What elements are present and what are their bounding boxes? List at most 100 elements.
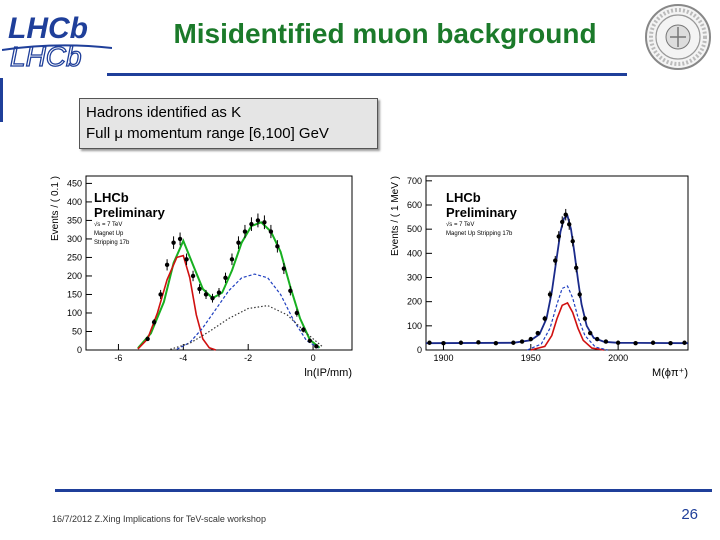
y-tick-label: 0 <box>77 345 82 355</box>
y-tick-label: 300 <box>407 273 422 283</box>
y-tick-label: 350 <box>67 215 82 225</box>
data-point <box>567 222 572 227</box>
data-point <box>553 258 558 263</box>
y-tick-label: 100 <box>67 308 82 318</box>
data-point <box>177 236 183 242</box>
y-tick-label: 200 <box>67 271 82 281</box>
x-tick-label: -4 <box>179 353 187 363</box>
slide-title: Misidentified muon background <box>173 18 597 49</box>
x-axis-label: ln(IP/mm) <box>304 367 352 379</box>
data-point <box>582 316 588 321</box>
data-point <box>164 262 170 268</box>
data-point <box>223 275 228 281</box>
data-point <box>603 339 609 344</box>
data-point <box>184 257 189 262</box>
plot-label-detail: Stripping 17b <box>94 240 130 246</box>
left-accent-bar <box>0 78 3 122</box>
data-point <box>249 221 254 227</box>
y-tick-label: 50 <box>72 326 82 336</box>
caption-line-2: Full μ momentum range [6,100] GeV <box>86 125 329 142</box>
fit-curve-dashed-blue <box>527 285 608 351</box>
y-tick-label: 300 <box>67 234 82 244</box>
y-axis-label: Events / ( 0.1 ) <box>50 176 61 241</box>
data-point <box>574 265 579 271</box>
data-point <box>158 292 163 297</box>
x-tick-label: 2000 <box>608 353 628 363</box>
data-point <box>262 220 267 225</box>
data-point <box>301 327 306 332</box>
mass-distribution-plot: 0 100 200 300 400 500 600 700 1900 1950 2000 Events… <box>390 175 689 379</box>
data-point <box>151 320 157 325</box>
data-point <box>594 336 600 342</box>
caption-box: Hadrons identified as K Full μ momentum … <box>79 98 378 149</box>
x-tick-label: 1900 <box>433 353 453 363</box>
data-point <box>587 330 593 336</box>
caption-line-1: Hadrons identified as K <box>86 104 242 121</box>
data-point <box>476 340 481 345</box>
data-point <box>314 344 319 349</box>
data-point <box>519 339 525 344</box>
data-point <box>268 229 274 234</box>
data-point <box>615 340 621 345</box>
y-tick-label: 450 <box>67 178 82 188</box>
data-point <box>650 340 656 345</box>
x-axis-label: M(ϕπ⁺) <box>652 367 688 379</box>
y-tick-label: 200 <box>407 297 422 307</box>
data-point <box>171 240 176 245</box>
plot-label-experiment: LHCb <box>446 190 481 205</box>
data-point <box>682 340 687 345</box>
data-point <box>190 273 196 279</box>
plot-label-detail: √s = 7 TeV <box>94 221 122 228</box>
plot-label-detail: Magnet Up Stripping 17b <box>446 231 513 237</box>
data-point <box>229 257 235 262</box>
plot-label-detail: Magnet Up <box>94 231 124 237</box>
data-point <box>255 218 261 223</box>
page-number: 26 <box>681 506 698 523</box>
y-tick-label: 700 <box>407 176 422 186</box>
plot-label-preliminary: Preliminary <box>446 205 518 220</box>
data-point <box>197 286 202 292</box>
y-tick-label: 100 <box>407 321 422 331</box>
plot-label-preliminary: Preliminary <box>94 205 166 220</box>
data-point <box>216 290 222 295</box>
y-tick-label: 250 <box>67 252 82 262</box>
y-tick-label: 500 <box>407 224 422 234</box>
y-tick-label: 0 <box>417 345 422 355</box>
y-tick-label: 600 <box>407 200 422 210</box>
data-point <box>275 244 280 249</box>
data-point <box>668 341 673 346</box>
y-tick-label: 400 <box>67 197 82 207</box>
data-point <box>577 292 582 297</box>
data-point <box>236 240 241 245</box>
university-seal-logo <box>645 4 711 70</box>
data-point <box>441 341 446 346</box>
data-point <box>203 292 209 297</box>
data-point <box>288 288 293 293</box>
data-point <box>242 229 248 234</box>
plot-frame <box>85 175 353 351</box>
data-point <box>547 292 553 297</box>
plot-label-experiment: LHCb <box>94 190 129 205</box>
data-point <box>528 336 533 342</box>
fit-curve-dotted-black <box>170 304 324 350</box>
fit-curve-dashed-blue <box>176 273 320 350</box>
ip-distribution-plot: 0 50 100 150 200 250 300 350 400 450 -6 -4 -2 0 Events… <box>50 175 353 379</box>
svg-text:LHCb: LHCb <box>8 12 88 45</box>
data-point <box>307 338 313 343</box>
title-rule <box>107 73 627 76</box>
data-point <box>493 341 499 346</box>
x-tick-label: -6 <box>114 353 122 363</box>
data-point <box>294 310 300 316</box>
data-point <box>563 212 568 217</box>
x-tick-label: 0 <box>311 353 316 363</box>
y-axis-label: Events / ( 1 MeV ) <box>390 176 401 256</box>
x-tick-label: 1950 <box>521 353 541 363</box>
data-point <box>145 336 150 342</box>
data-point <box>633 341 638 346</box>
footer-rule <box>55 489 712 492</box>
y-tick-label: 150 <box>67 289 82 299</box>
data-point <box>535 330 540 336</box>
footer-text: 16/7/2012 Z.Xing Implications for TeV-sc… <box>52 514 266 524</box>
data-point <box>556 234 561 239</box>
